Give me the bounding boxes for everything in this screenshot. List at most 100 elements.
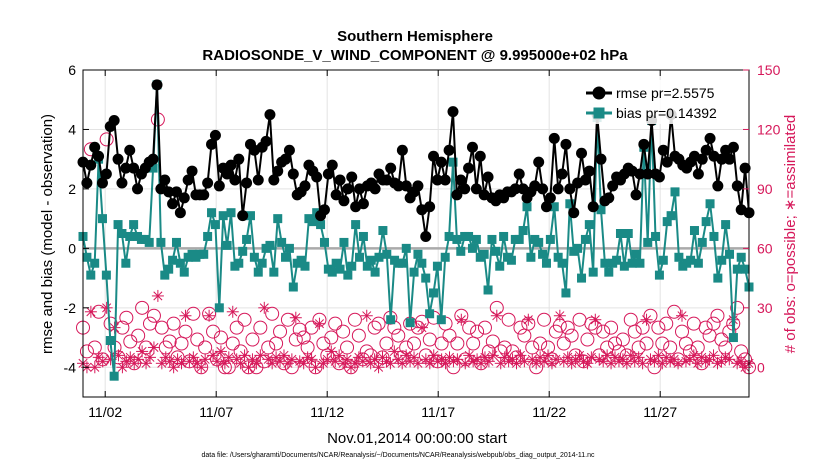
bias-point [218, 211, 228, 221]
assimilated-obs-point [285, 353, 298, 366]
bias-point [288, 282, 298, 292]
possible-obs-point [119, 310, 134, 325]
possible-obs-point [79, 344, 94, 359]
rmse-point [564, 183, 576, 195]
bias-point [518, 226, 528, 236]
rmse-point [186, 165, 198, 177]
possible-obs-point [245, 332, 260, 347]
rmse-point [96, 177, 108, 189]
bias-point [436, 315, 446, 325]
rmse-point [470, 183, 482, 195]
rmse-point [533, 156, 545, 168]
bias-point [378, 226, 388, 236]
possible-obs-point [655, 336, 670, 351]
chart-title: Southern Hemisphere [337, 28, 493, 45]
bias-point [355, 252, 365, 262]
rmse-point [326, 159, 338, 171]
bias-point [370, 267, 380, 277]
rmse-point [237, 210, 249, 222]
possible-obs-point [407, 336, 422, 351]
assimilated-obs-point [691, 357, 704, 370]
bias-point [538, 249, 548, 259]
rmse-point [544, 192, 556, 204]
bias-point [452, 234, 462, 244]
assimilated-obs-point [136, 345, 149, 358]
bias-point [101, 270, 111, 280]
y2-tick-label: 60 [757, 240, 773, 256]
bias-point [90, 258, 100, 268]
assimilated-obs-point [687, 349, 700, 362]
rmse-point [716, 153, 728, 165]
assimilated-obs-point [415, 321, 428, 334]
rmse-point [385, 162, 397, 174]
bias-point [168, 255, 178, 265]
assimilated-obs-point [530, 357, 543, 370]
rmse-point [587, 201, 599, 213]
possible-obs-point [154, 320, 169, 335]
bias-point [335, 264, 345, 274]
possible-obs-point [292, 322, 307, 337]
bias-point [245, 211, 255, 221]
bias-point [386, 315, 396, 325]
bias-point [113, 220, 123, 230]
rmse-point [443, 144, 455, 156]
bias-point [366, 255, 376, 265]
bias-point [125, 231, 135, 241]
rmse-point [287, 168, 299, 180]
bias-point [347, 261, 357, 271]
assimilated-obs-point [427, 349, 440, 362]
assimilated-obs-point [360, 309, 373, 322]
possible-obs-point [513, 320, 528, 335]
rmse-point [167, 198, 179, 210]
y2-tick-label: 120 [757, 121, 781, 137]
assimilated-obs-point [423, 357, 436, 370]
bias-point [721, 220, 731, 230]
possible-obs-point [667, 304, 682, 319]
bias-point [339, 237, 349, 247]
rmse-point [233, 153, 245, 165]
rmse-point [630, 189, 642, 201]
bias-point [281, 252, 291, 262]
bias-point [175, 258, 185, 268]
rmse-point [700, 144, 712, 156]
bias-point [242, 234, 252, 244]
bias-point [577, 273, 587, 283]
y-tick-label: -4 [64, 359, 77, 375]
rmse-point [264, 109, 276, 121]
assimilated-obs-point [210, 355, 223, 368]
bias-point [705, 199, 715, 209]
bias-point [635, 258, 645, 268]
possible-obs-point [308, 360, 323, 375]
possible-obs-point [485, 334, 500, 349]
bias-point [160, 270, 170, 280]
assimilated-obs-point [672, 357, 685, 370]
assimilated-obs-point [372, 361, 385, 374]
possible-obs-point [347, 312, 362, 327]
bias-point [573, 243, 583, 253]
possible-obs-point [186, 306, 201, 321]
assimilated-obs-point [222, 351, 235, 364]
rmse-point [206, 138, 218, 150]
possible-obs-point [174, 336, 189, 351]
bias-point [308, 217, 318, 227]
assimilated-obs-point [218, 357, 231, 370]
possible-obs-point [367, 320, 382, 335]
rmse-point [93, 150, 105, 162]
rmse-point [560, 138, 572, 150]
rmse-point [568, 207, 580, 219]
possible-obs-point [627, 324, 642, 339]
possible-obs-point [288, 332, 303, 347]
possible-obs-point [450, 336, 465, 351]
bias-point [464, 231, 474, 241]
bias-point [199, 249, 209, 259]
assimilated-obs-point [203, 309, 216, 322]
rmse-point [124, 144, 136, 156]
bias-point [643, 237, 653, 247]
rmse-point [603, 192, 615, 204]
rmse-point [692, 168, 704, 180]
rmse-point [466, 141, 478, 153]
y2-tick-label: 150 [757, 62, 781, 78]
bias-point [238, 246, 248, 256]
y2-tick-label: 90 [757, 181, 773, 197]
assimilated-obs-point [573, 349, 586, 362]
